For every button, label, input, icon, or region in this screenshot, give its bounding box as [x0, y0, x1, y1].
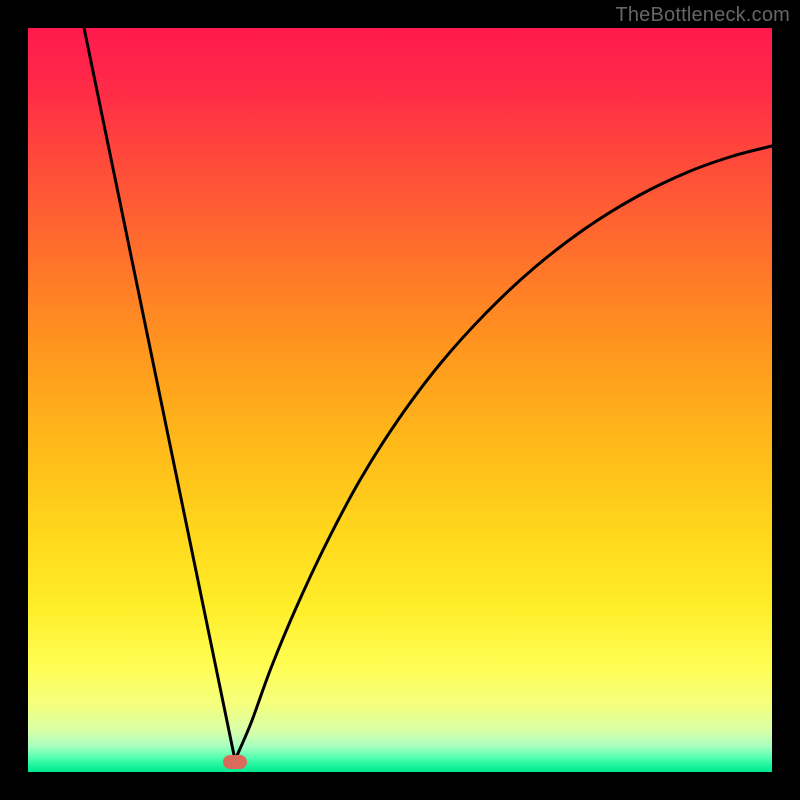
plot-area [28, 28, 772, 772]
min-marker [223, 755, 247, 769]
watermark-text: TheBottleneck.com [615, 4, 790, 27]
chart-container: TheBottleneck.com [0, 0, 800, 800]
bottleneck-curve [28, 28, 772, 772]
